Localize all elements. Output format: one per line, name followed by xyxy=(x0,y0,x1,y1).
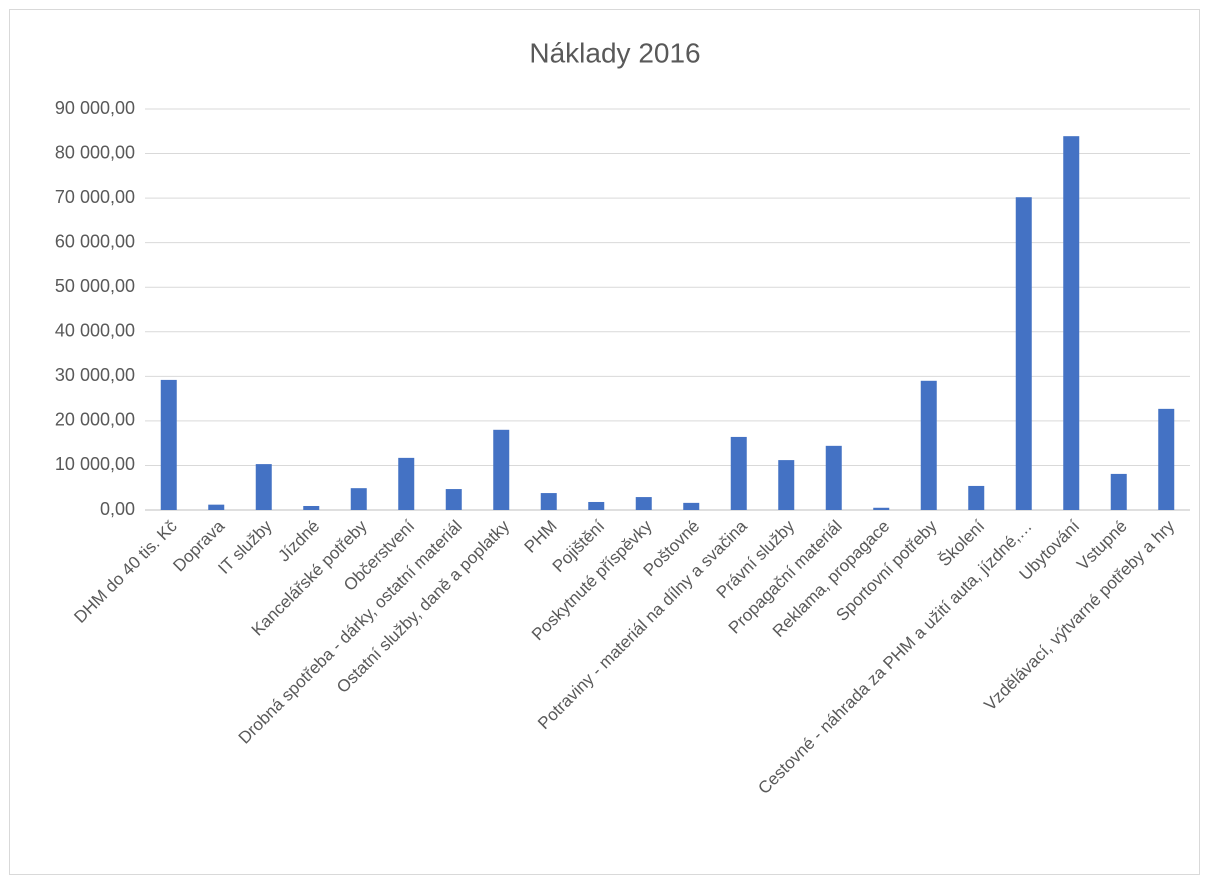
bar xyxy=(1015,197,1032,510)
bar xyxy=(1158,408,1175,510)
bar xyxy=(1110,473,1127,510)
bar xyxy=(255,464,272,510)
bar xyxy=(540,493,557,510)
bar xyxy=(208,504,225,510)
y-tick-label: 20 000,00 xyxy=(55,410,135,430)
bar xyxy=(873,507,890,510)
bar xyxy=(160,379,177,510)
bar xyxy=(683,502,700,510)
y-tick-label: 50 000,00 xyxy=(55,276,135,296)
y-tick-label: 40 000,00 xyxy=(55,321,135,341)
chart-title: Náklady 2016 xyxy=(529,37,700,68)
bar xyxy=(920,380,937,510)
bar xyxy=(445,489,462,510)
y-tick-label: 10 000,00 xyxy=(55,454,135,474)
bar xyxy=(303,505,320,510)
y-tick-label: 70 000,00 xyxy=(55,187,135,207)
bar xyxy=(588,501,605,510)
bar xyxy=(825,445,842,510)
bar xyxy=(778,460,795,510)
bar xyxy=(635,497,652,510)
bar xyxy=(968,485,985,510)
bar xyxy=(350,488,367,510)
bar xyxy=(398,457,415,510)
y-tick-label: 0,00 xyxy=(100,499,135,519)
bar xyxy=(493,429,510,510)
y-tick-label: 90 000,00 xyxy=(55,98,135,118)
bar xyxy=(1063,136,1080,510)
y-tick-label: 80 000,00 xyxy=(55,142,135,162)
bar xyxy=(730,436,747,510)
y-tick-label: 60 000,00 xyxy=(55,231,135,251)
y-tick-label: 30 000,00 xyxy=(55,365,135,385)
